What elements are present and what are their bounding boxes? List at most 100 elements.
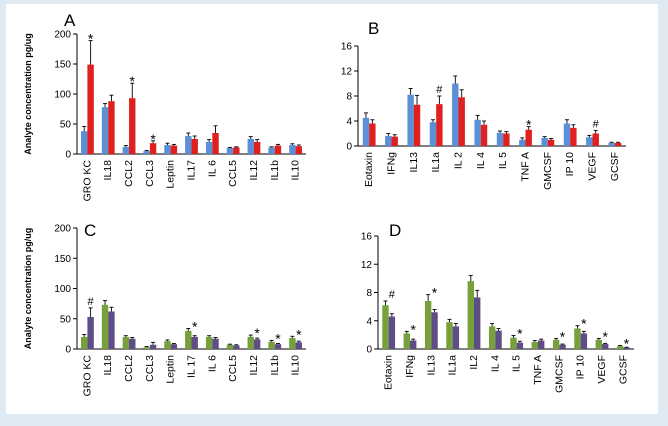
bar xyxy=(480,124,488,146)
x-tick-label: IL18 xyxy=(102,160,114,181)
panel-letter: D xyxy=(389,221,401,240)
bar xyxy=(253,339,261,349)
bar xyxy=(87,64,94,154)
significance-marker: * xyxy=(296,326,302,342)
x-tick-label: IL 5 xyxy=(511,355,523,372)
x-tick-label: CCL5 xyxy=(227,355,239,382)
bar xyxy=(467,281,474,349)
x-tick-label: Leptin xyxy=(165,160,177,189)
x-tick-label: IL1b xyxy=(269,160,281,181)
significance-marker: * xyxy=(254,325,260,341)
bar xyxy=(452,83,459,146)
x-tick-label: TNF A xyxy=(520,152,532,182)
bar xyxy=(289,145,296,154)
bar xyxy=(429,122,437,146)
bar xyxy=(446,322,453,349)
bar xyxy=(253,142,261,154)
bar xyxy=(474,297,481,349)
x-tick-label: CCL5 xyxy=(227,160,239,187)
bar xyxy=(205,336,213,349)
bar xyxy=(616,346,624,349)
bar xyxy=(101,107,109,154)
y-tick-label: 8 xyxy=(346,92,352,103)
y-axis-label: Analyte concentration pg/ug xyxy=(23,228,33,350)
bar xyxy=(205,142,213,154)
significance-marker: * xyxy=(526,117,532,133)
bar xyxy=(602,344,609,349)
bar xyxy=(226,344,234,349)
x-tick-label: IL17 xyxy=(186,160,198,181)
bar xyxy=(274,145,282,154)
bar xyxy=(212,338,219,349)
bar xyxy=(226,148,234,154)
y-tick-label: 16 xyxy=(361,232,373,243)
x-tick-label: VEGF xyxy=(587,152,599,181)
bar xyxy=(516,342,524,349)
bar xyxy=(122,336,130,349)
x-tick-label: IL 6 xyxy=(206,160,218,177)
significance-marker: # xyxy=(389,289,396,301)
significance-marker: * xyxy=(624,335,630,351)
significance-marker: * xyxy=(602,328,608,344)
bar xyxy=(391,136,398,146)
x-tick-label: IL 6 xyxy=(206,355,218,372)
bar xyxy=(268,341,275,349)
bar xyxy=(488,326,496,349)
significance-marker: * xyxy=(517,326,523,342)
x-tick-label: IL10 xyxy=(290,160,302,181)
bar xyxy=(623,347,630,349)
bar xyxy=(289,338,296,349)
bar xyxy=(495,330,502,349)
y-tick-label: 100 xyxy=(54,284,71,295)
bar xyxy=(595,339,602,349)
significance-marker: * xyxy=(560,328,566,344)
x-tick-label: IL18 xyxy=(102,355,114,376)
significance-marker: * xyxy=(432,285,438,301)
significance-marker: # xyxy=(436,84,443,96)
y-tick-label: 12 xyxy=(361,260,373,271)
significance-marker: * xyxy=(192,318,198,334)
x-tick-label: GMCSF xyxy=(542,152,554,190)
x-tick-label: CCL2 xyxy=(123,160,135,187)
y-tick-label: 0 xyxy=(346,142,352,153)
x-tick-label: IL10 xyxy=(290,355,302,376)
x-tick-label: GMCSF xyxy=(553,355,565,393)
bar xyxy=(268,147,275,154)
x-tick-label: IFNg xyxy=(404,355,416,378)
bar xyxy=(496,132,504,146)
panel-letter: A xyxy=(64,11,76,30)
y-tick-label: 150 xyxy=(54,254,71,265)
x-tick-label: GCSF xyxy=(617,355,629,384)
y-axis-label: Analyte concentration pg/ug xyxy=(23,33,33,155)
bar xyxy=(570,127,577,146)
x-tick-label: IP 10 xyxy=(564,152,576,176)
bar xyxy=(108,311,115,349)
figure: A Analyte concentration pg/ug 0 50 100 150 200… xyxy=(6,4,658,414)
x-tick-label: IL12 xyxy=(248,355,260,376)
significance-marker: * xyxy=(150,131,156,147)
bar xyxy=(149,143,157,154)
x-tick-label: CCL2 xyxy=(123,355,135,382)
bar xyxy=(574,328,581,349)
bar xyxy=(164,145,171,154)
significance-marker: * xyxy=(581,316,587,332)
x-tick-label: IL1a xyxy=(447,355,459,376)
panel-letter: B xyxy=(368,19,379,38)
bar xyxy=(274,344,282,349)
y-tick-label: 0 xyxy=(366,345,372,356)
bar xyxy=(122,146,130,154)
bar xyxy=(185,136,192,154)
x-tick-label: TNF A xyxy=(532,355,544,385)
bar xyxy=(403,333,410,349)
bar xyxy=(81,336,88,349)
x-tick-label: CCL3 xyxy=(144,160,156,187)
bar xyxy=(559,344,566,349)
x-tick-label: IL13 xyxy=(425,355,437,376)
y-tick-label: 8 xyxy=(366,288,372,299)
bar xyxy=(410,340,417,349)
y-tick-label: 200 xyxy=(54,30,71,41)
x-tick-label: IL 4 xyxy=(489,355,501,372)
significance-marker: # xyxy=(593,118,600,130)
x-tick-label: Eotaxin xyxy=(383,355,395,390)
x-tick-label: Eotaxin xyxy=(363,152,375,187)
